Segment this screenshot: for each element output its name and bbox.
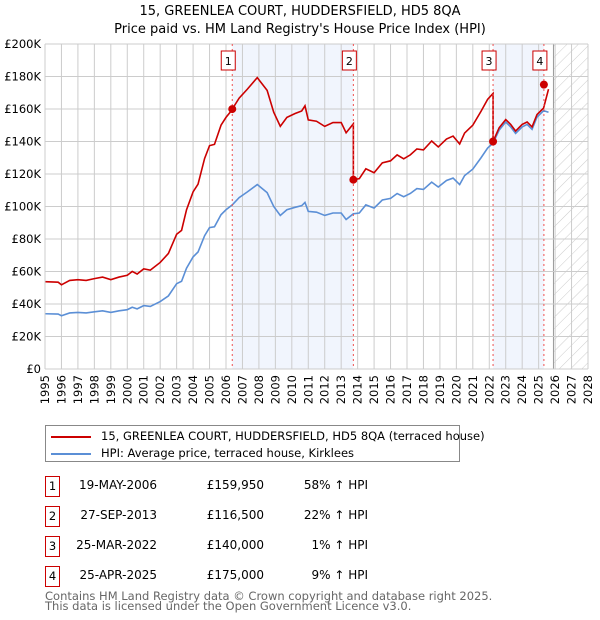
sale-point	[489, 137, 498, 146]
sale-point	[539, 80, 548, 89]
x-tick-label: 2007	[235, 375, 249, 404]
sale-date: 25-MAR-2022	[76, 538, 157, 552]
x-tick-label: 2011	[301, 375, 315, 404]
legend-swatch-blue	[51, 452, 91, 455]
sale-hpi-change: 9% ↑ HPI	[311, 568, 368, 582]
sale-label-number: 4	[536, 55, 543, 68]
x-tick-label: 2008	[252, 375, 266, 404]
x-tick-label: 2016	[384, 375, 398, 404]
sale-label-box	[532, 50, 548, 71]
sale-label-box	[220, 50, 236, 71]
x-tick-label: 2013	[334, 375, 348, 404]
sale-number: 3	[48, 539, 57, 553]
sale-point	[228, 105, 237, 114]
y-tick-label: £80K	[12, 232, 42, 246]
sale-number-box: 4	[45, 566, 60, 587]
x-tick-label: 2018	[416, 375, 430, 404]
legend-item-hpi: HPI: Average price, terraced house, Kirk…	[51, 446, 354, 460]
sale-hpi-change: 58% ↑ HPI	[303, 478, 368, 492]
sale-date: 25-APR-2025	[79, 568, 157, 582]
chart-title: 15, GREENLEA COURT, HUDDERSFIELD, HD5 8Q…	[139, 4, 460, 19]
x-tick-label: 2010	[285, 375, 299, 404]
sale-label-number: 2	[346, 55, 353, 68]
x-tick-label: 1995	[38, 375, 52, 404]
sale-price: £116,500	[206, 508, 264, 522]
y-tick-label: £160K	[4, 102, 41, 116]
x-tick-label: 2014	[351, 375, 365, 404]
sale-date: 19-MAY-2006	[78, 478, 157, 492]
x-tick-label: 2001	[137, 375, 151, 404]
x-tick-label: 2006	[219, 375, 233, 404]
sale-price: £140,000	[206, 538, 264, 552]
sale-price: £159,950	[206, 478, 264, 492]
y-tick-label: £100K	[4, 200, 41, 214]
sale-number-box: 1	[45, 476, 60, 497]
sale-label-box	[481, 50, 497, 71]
x-tick-label: 2026	[548, 375, 562, 404]
sale-hpi-change: 22% ↑ HPI	[303, 508, 368, 522]
x-tick-label: 2003	[170, 375, 184, 404]
x-tick-label: 2002	[153, 375, 167, 404]
x-tick-label: 2005	[203, 375, 217, 404]
y-tick-label: £200K	[4, 37, 41, 51]
x-tick-label: 2000	[120, 375, 134, 404]
sale-number: 2	[48, 509, 57, 523]
sale-number: 4	[48, 569, 57, 583]
y-tick-label: £60K	[12, 265, 42, 279]
x-tick-label: 1997	[71, 375, 85, 404]
x-tick-label: 2024	[515, 375, 529, 404]
x-tick-label: 2017	[400, 375, 414, 404]
x-tick-label: 2004	[186, 375, 200, 404]
sale-label-box	[341, 50, 357, 71]
x-tick-label: 2009	[268, 375, 282, 404]
y-tick-label: £0	[26, 362, 41, 376]
sale-label-number: 1	[225, 55, 232, 68]
footer-line-2: This data is licensed under the Open Gov…	[45, 599, 412, 613]
legend-label: 15, GREENLEA COURT, HUDDERSFIELD, HD5 8Q…	[101, 429, 485, 443]
x-tick-label: 2025	[532, 375, 546, 404]
footer-line-1: Contains HM Land Registry data © Crown c…	[45, 589, 493, 603]
sale-price: £175,000	[206, 568, 264, 582]
y-tick-label: £20K	[12, 330, 42, 344]
x-tick-label: 2022	[482, 375, 496, 404]
x-tick-label: 2020	[449, 375, 463, 404]
y-tick-label: £120K	[4, 167, 41, 181]
sale-point	[349, 175, 358, 184]
legend: 15, GREENLEA COURT, HUDDERSFIELD, HD5 8Q…	[45, 425, 485, 462]
x-tick-label: 2012	[318, 375, 332, 404]
sale-number: 1	[48, 479, 57, 493]
sale-date: 27-SEP-2013	[80, 508, 157, 522]
y-tick-label: £40K	[12, 297, 42, 311]
legend-label: HPI: Average price, terraced house, Kirk…	[101, 446, 355, 460]
x-tick-label: 1998	[87, 375, 101, 404]
chart: 15, GREENLEA COURT, HUDDERSFIELD, HD5 8Q…	[4, 4, 595, 404]
legend-item-property: 15, GREENLEA COURT, HUDDERSFIELD, HD5 8Q…	[51, 429, 485, 443]
sale-number-box: 3	[45, 536, 60, 557]
x-tick-label: 1996	[54, 375, 68, 404]
legend-swatch-red	[51, 435, 91, 438]
x-tick-label: 2027	[565, 375, 579, 404]
x-tick-label: 2021	[466, 375, 480, 404]
sale-number-box: 2	[45, 506, 60, 527]
y-tick-label: £140K	[4, 135, 41, 149]
x-tick-label: 1999	[104, 375, 118, 404]
y-tick-label: £180K	[4, 70, 41, 84]
sale-hpi-change: 1% ↑ HPI	[311, 538, 368, 552]
x-tick-label: 2019	[433, 375, 447, 404]
x-tick-label: 2015	[367, 375, 381, 404]
sale-label-number: 3	[486, 55, 493, 68]
x-tick-label: 2023	[499, 375, 513, 404]
property-price-line	[44, 76, 550, 286]
x-tick-label: 2028	[581, 375, 595, 404]
chart-subtitle: Price paid vs. HM Land Registry's House …	[114, 22, 486, 37]
hpi-line	[44, 109, 549, 317]
